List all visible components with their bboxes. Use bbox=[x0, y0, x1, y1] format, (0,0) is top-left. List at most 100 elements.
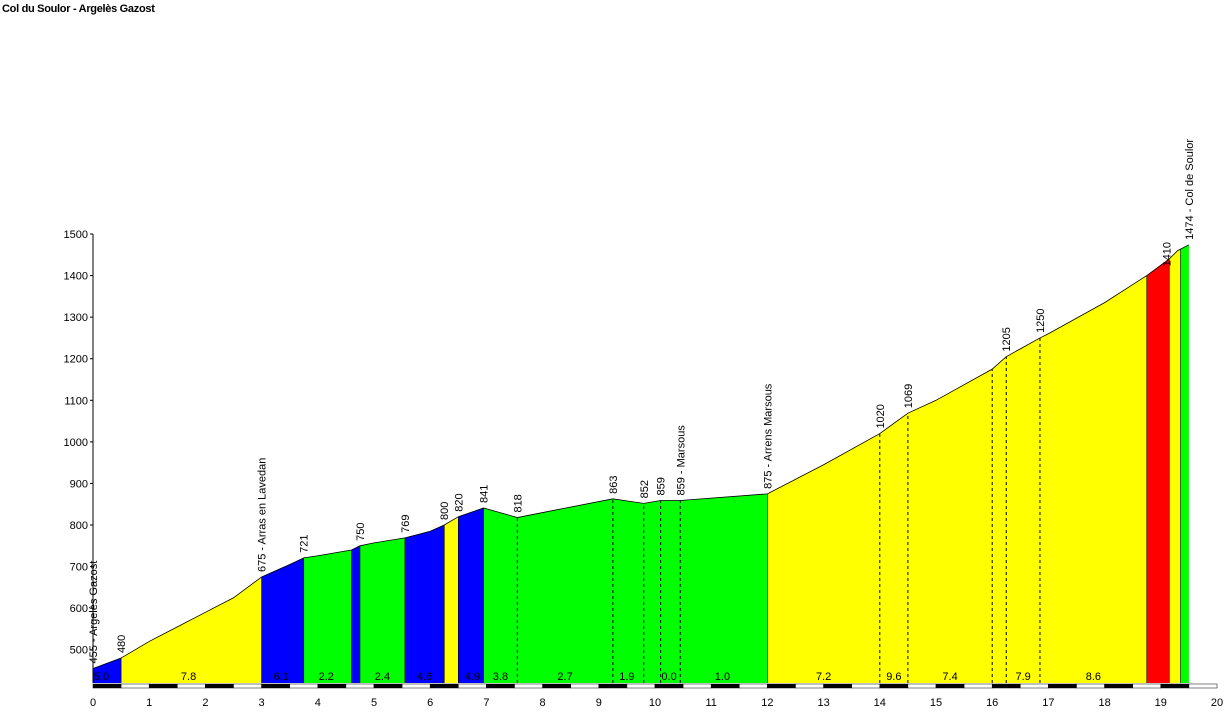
elevation-point-label: 480 bbox=[116, 635, 128, 653]
x-tick-label: 8 bbox=[540, 697, 546, 709]
distance-bar-cell bbox=[823, 683, 852, 689]
gradient-label: 2.2 bbox=[319, 671, 334, 683]
elevation-point-label: 859 - Marsous bbox=[675, 425, 687, 496]
elevation-point-label: 1474 - Col de Soulor bbox=[1184, 139, 1196, 240]
gradient-label: 4.6 bbox=[417, 671, 432, 683]
distance-bar-cell bbox=[851, 683, 881, 689]
distance-bar-cell bbox=[1188, 683, 1218, 689]
gradient-label: 5.0 bbox=[94, 671, 109, 683]
x-tick-label: 17 bbox=[1042, 697, 1054, 709]
elevation-point-label: 675 - Arras en Lavedan bbox=[257, 458, 269, 572]
x-tick-label: 18 bbox=[1098, 697, 1110, 709]
gradient-label: 3.8 bbox=[493, 671, 508, 683]
elevation-point-label: 820 bbox=[453, 493, 465, 511]
elevation-point-label: 818 bbox=[512, 494, 524, 512]
profile-segment-2 bbox=[261, 557, 304, 683]
distance-bar-cell bbox=[429, 683, 459, 689]
distance-bar-cell bbox=[401, 683, 431, 689]
distance-bar-cell bbox=[739, 683, 768, 689]
profile-segment-4 bbox=[351, 545, 360, 683]
distance-bar-cell bbox=[654, 683, 684, 689]
distance-bar-cell bbox=[626, 683, 656, 689]
profile-segment-6 bbox=[404, 525, 445, 683]
distance-bar-cell bbox=[1020, 683, 1049, 689]
distance-bar-cell bbox=[1048, 683, 1077, 689]
x-tick-label: 20 bbox=[1211, 697, 1223, 709]
gradient-label: 9.6 bbox=[886, 671, 901, 683]
distance-bar-cell bbox=[1076, 683, 1105, 689]
elevation-point-label: 1205 bbox=[1001, 327, 1013, 351]
distance-bar-cell bbox=[570, 683, 600, 689]
distance-bar-cell bbox=[92, 683, 122, 689]
y-tick-label: 1000 bbox=[64, 437, 88, 449]
profile-segment-12 bbox=[1169, 249, 1181, 683]
x-tick-label: 19 bbox=[1155, 697, 1167, 709]
elevation-point-label: 750 bbox=[355, 522, 367, 540]
elevation-point-label: 852 bbox=[639, 480, 651, 498]
gradient-label: 7.8 bbox=[181, 671, 196, 683]
elevation-point-label: 841 bbox=[479, 485, 491, 503]
distance-bar-cell bbox=[514, 683, 543, 689]
elevation-point-label: 875 - Arrens Marsous bbox=[762, 383, 774, 489]
distance-bar-cell bbox=[373, 683, 403, 689]
profile-segment-11 bbox=[1146, 258, 1170, 683]
x-tick-label: 3 bbox=[259, 697, 265, 709]
y-tick-label: 900 bbox=[70, 478, 88, 490]
gradient-label: 2.4 bbox=[375, 671, 390, 683]
profile-segment-7 bbox=[444, 516, 459, 683]
x-tick-label: 1 bbox=[146, 697, 152, 709]
distance-bar-cell bbox=[148, 683, 178, 689]
distance-bar-cell bbox=[598, 683, 628, 689]
x-tick-label: 7 bbox=[483, 697, 489, 709]
distance-bar-cell bbox=[317, 683, 347, 689]
y-tick-label: 1200 bbox=[64, 354, 88, 366]
gradient-label: 1.9 bbox=[619, 671, 634, 683]
x-tick-label: 4 bbox=[315, 697, 321, 709]
elevation-point-label: 800 bbox=[439, 502, 451, 520]
elevation-point-label: 863 bbox=[608, 475, 620, 493]
distance-bar-cell bbox=[1104, 683, 1133, 689]
distance-bar-cell bbox=[935, 683, 965, 689]
distance-bar-cell bbox=[542, 683, 571, 689]
gradient-label: 7.2 bbox=[816, 671, 831, 683]
distance-bar-cell bbox=[991, 683, 1021, 689]
distance-bar-cell bbox=[767, 683, 796, 689]
gradient-label: 8.6 bbox=[1086, 671, 1101, 683]
y-tick-label: 700 bbox=[70, 562, 88, 574]
x-tick-label: 10 bbox=[649, 697, 661, 709]
distance-bar-cell bbox=[458, 683, 487, 689]
gradient-label: 6.1 bbox=[274, 671, 289, 683]
y-tick-label: 1500 bbox=[64, 229, 88, 241]
distance-bar-cell bbox=[120, 683, 150, 689]
distance-bar-cell bbox=[486, 683, 515, 689]
elevation-point-label: 859 bbox=[656, 477, 668, 495]
profile-segment-8 bbox=[458, 507, 484, 683]
distance-bar-cell bbox=[233, 683, 262, 689]
profile-segment-0 bbox=[93, 658, 122, 683]
gradient-label: 4.9 bbox=[465, 671, 480, 683]
profile-segment-13 bbox=[1180, 244, 1189, 683]
x-tick-label: 16 bbox=[986, 697, 998, 709]
x-tick-label: 9 bbox=[596, 697, 602, 709]
x-tick-label: 11 bbox=[705, 697, 716, 709]
distance-bar-cell bbox=[289, 683, 319, 689]
x-tick-label: 14 bbox=[874, 697, 886, 709]
elevation-point-label: 1069 bbox=[903, 384, 915, 408]
distance-bar-cell bbox=[682, 683, 712, 689]
elevation-point-label: 1250 bbox=[1035, 308, 1047, 332]
profile-outline bbox=[92, 244, 1190, 669]
gradient-label: 7.9 bbox=[1015, 671, 1030, 683]
elevation-point-label: 769 bbox=[400, 515, 412, 533]
x-tick-label: 15 bbox=[930, 697, 942, 709]
gradient-label: 0.0 bbox=[661, 671, 676, 683]
y-tick-label: 1100 bbox=[64, 395, 88, 407]
elevation-point-label: 455 - Argelès Gazost bbox=[88, 561, 100, 664]
profile-segment-3 bbox=[303, 549, 352, 683]
gradient-label: 1.0 bbox=[715, 671, 730, 683]
y-tick-label: 800 bbox=[70, 520, 88, 532]
profile-segment-10 bbox=[767, 275, 1147, 683]
distance-bar-cell bbox=[345, 683, 375, 689]
distance-bar-cell bbox=[907, 683, 937, 689]
y-tick-label: 600 bbox=[70, 603, 88, 615]
x-tick-label: 6 bbox=[427, 697, 433, 709]
